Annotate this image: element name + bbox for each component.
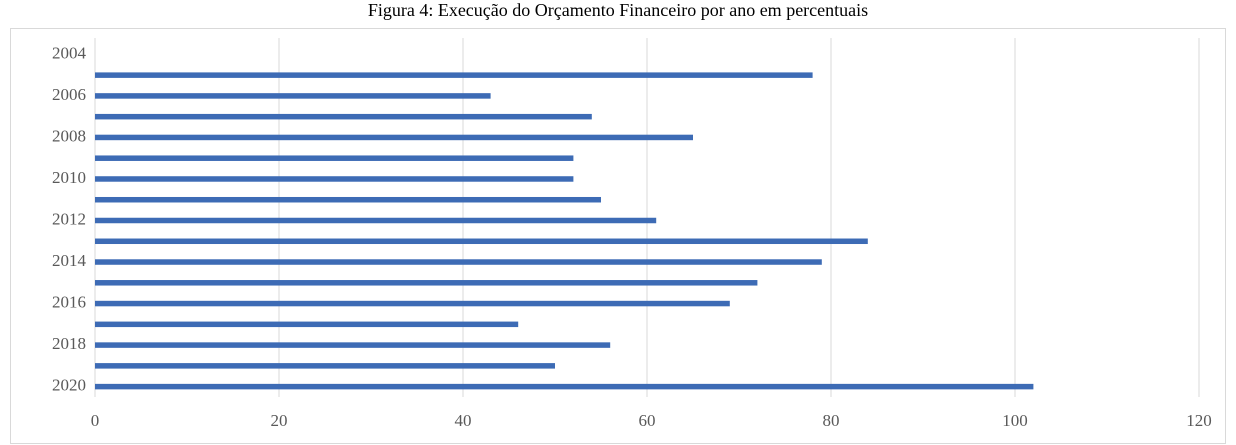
bar	[95, 134, 693, 141]
y-tick-label: 2008	[52, 126, 86, 145]
bar	[95, 176, 574, 182]
bar	[95, 342, 611, 348]
bar	[95, 72, 813, 78]
x-tick-label: 0	[91, 411, 100, 430]
bar	[95, 155, 574, 161]
y-tick-label: 2016	[52, 292, 86, 311]
chart-title: Figura 4: Execução do Orçamento Financei…	[368, 0, 868, 20]
bar	[95, 238, 868, 245]
y-tick-label: 2020	[52, 376, 86, 395]
x-tick-label: 40	[455, 411, 472, 430]
bar	[95, 363, 555, 369]
y-tick-label: 2010	[52, 168, 86, 187]
bar	[95, 196, 601, 203]
y-tick-label: 2014	[52, 251, 87, 270]
bar	[95, 383, 1034, 390]
x-tick-label: 100	[1002, 411, 1028, 430]
y-tick-label: 2012	[52, 209, 86, 228]
bar	[95, 259, 822, 265]
bar	[95, 280, 758, 286]
x-tick-label: 80	[823, 411, 840, 430]
x-tick-label: 120	[1186, 411, 1212, 430]
y-tick-label: 2006	[52, 85, 86, 104]
chart-frame	[10, 28, 1226, 444]
bar	[95, 113, 592, 120]
y-tick-label: 2018	[52, 334, 86, 353]
bar	[95, 217, 657, 224]
bar	[95, 321, 519, 328]
bar	[95, 93, 491, 99]
x-tick-label: 20	[271, 411, 288, 430]
y-tick-label: 2004	[52, 43, 87, 62]
x-tick-label: 60	[639, 411, 656, 430]
bar	[95, 300, 730, 307]
